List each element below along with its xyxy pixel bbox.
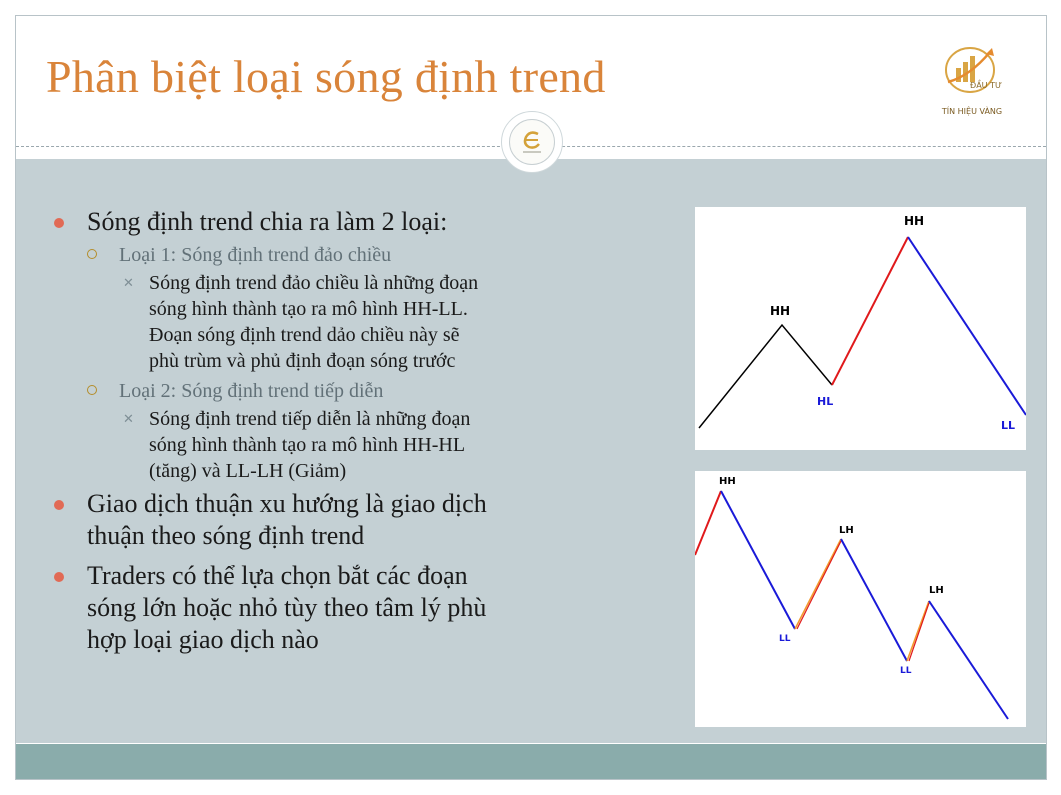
logo-line1: ĐẦU TƯ xyxy=(970,78,1002,90)
label-ll-2: LL xyxy=(900,666,912,676)
ring-bullet-icon xyxy=(87,249,97,259)
slide: Phân biệt loại sóng định trend ĐẦU TƯ TÍ… xyxy=(15,15,1047,780)
center-emblem-inner xyxy=(509,119,555,165)
brand-logo: ĐẦU TƯ TÍN HIỆU VÀNG xyxy=(941,47,1002,117)
label-ll-1: LL xyxy=(779,634,791,644)
down-leg-blue-2 xyxy=(840,538,908,662)
up-leg-red xyxy=(831,236,909,386)
slide-footer-bar xyxy=(16,744,1046,779)
ring-bullet-icon xyxy=(87,385,97,395)
sub-bullet-1: Loại 1: Sóng định trend đảo chiều xyxy=(51,242,651,268)
sub-detail-2: ✕ Sóng định trend tiếp diễn là những đoạ… xyxy=(51,406,651,484)
up-leg-red-2 xyxy=(796,540,842,630)
center-emblem xyxy=(501,111,563,173)
cross-bullet-icon: ✕ xyxy=(123,411,134,426)
label-hh: HH xyxy=(719,476,736,487)
bullet-dot-icon xyxy=(54,218,64,228)
bullet-point-3-line: hợp loại giao dịch nào xyxy=(87,625,319,654)
bullet-point-3-line: Traders có thể lựa chọn bắt các đoạn xyxy=(87,561,468,590)
continuation-wave-svg: HH LL LH LL LH xyxy=(694,476,1009,720)
sub-detail-1-line: Sóng định trend đảo chiều là những đoạn xyxy=(149,272,479,294)
sub-detail-2-line: sóng hình thành tạo ra mô hình HH-HL xyxy=(149,434,466,456)
bullet-dot-icon xyxy=(54,500,64,510)
bullet-content: Sóng định trend chia ra làm 2 loại: Loại… xyxy=(51,206,651,660)
sub-detail-1-line: Đoạn sóng định trend dảo chiều này sẽ xyxy=(149,324,460,346)
sub-detail-1-line: sóng hình thành tạo ra mô hình HH-LL. xyxy=(149,298,468,320)
up-leg-red-3 xyxy=(908,602,930,662)
sub-detail-1-line: phù trùm và phủ định đoạn sóng trước xyxy=(149,350,456,372)
reversal-wave-svg: HH HH HL LL xyxy=(698,214,1027,432)
up-leg-black xyxy=(698,323,833,429)
label-lh-2: LH xyxy=(929,585,944,596)
label-hl: HL xyxy=(817,395,833,408)
bullet-dot-icon xyxy=(54,572,64,582)
reversal-wave-diagram: HH HH HL LL xyxy=(695,207,1027,450)
sub-detail-2-line: (tăng) và LL-LH (Giảm) xyxy=(149,460,347,482)
bullet-point-3: Traders có thể lựa chọn bắt các đoạn són… xyxy=(51,560,651,656)
bullet-point-2-line: thuận theo sóng định trend xyxy=(87,521,365,550)
label-hh-2: HH xyxy=(904,214,924,228)
bullet-point-2: Giao dịch thuận xu hướng là giao dịch th… xyxy=(51,488,651,552)
bullet-point-2-line: Giao dịch thuận xu hướng là giao dịch xyxy=(87,489,487,518)
sub-bullet-1-text: Loại 1: Sóng định trend đảo chiều xyxy=(119,244,392,266)
emblem-icon xyxy=(523,131,541,153)
bullet-point-1: Sóng định trend chia ra làm 2 loại: xyxy=(51,206,651,238)
slide-title: Phân biệt loại sóng định trend xyxy=(46,51,606,102)
cross-bullet-icon: ✕ xyxy=(123,275,134,290)
sub-detail-1: ✕ Sóng định trend đảo chiều là những đoạ… xyxy=(51,270,651,374)
label-hh-1: HH xyxy=(770,304,790,318)
up-leg-red-1 xyxy=(694,490,722,556)
sub-bullet-2: Loại 2: Sóng định trend tiếp diễn xyxy=(51,378,651,404)
sub-bullet-2-text: Loại 2: Sóng định trend tiếp diễn xyxy=(119,380,384,402)
up-leg-orange-1 xyxy=(794,538,842,630)
down-leg-blue xyxy=(907,236,1027,416)
up-leg-orange-2 xyxy=(906,600,930,662)
sub-detail-2-line: Sóng định trend tiếp diễn là những đoạn xyxy=(149,408,471,430)
logo-line2: TÍN HIỆU VÀNG xyxy=(941,105,1002,117)
label-ll: LL xyxy=(1001,419,1015,432)
bullet-point-1-text: Sóng định trend chia ra làm 2 loại: xyxy=(87,207,448,236)
continuation-wave-diagram: HH LL LH LL LH xyxy=(694,471,1026,727)
bullet-point-3-line: sóng lớn hoặc nhỏ tùy theo tâm lý phù xyxy=(87,593,487,622)
down-leg-blue-3 xyxy=(928,600,1009,720)
down-leg-blue-1 xyxy=(720,490,796,630)
label-lh-1: LH xyxy=(839,525,854,536)
